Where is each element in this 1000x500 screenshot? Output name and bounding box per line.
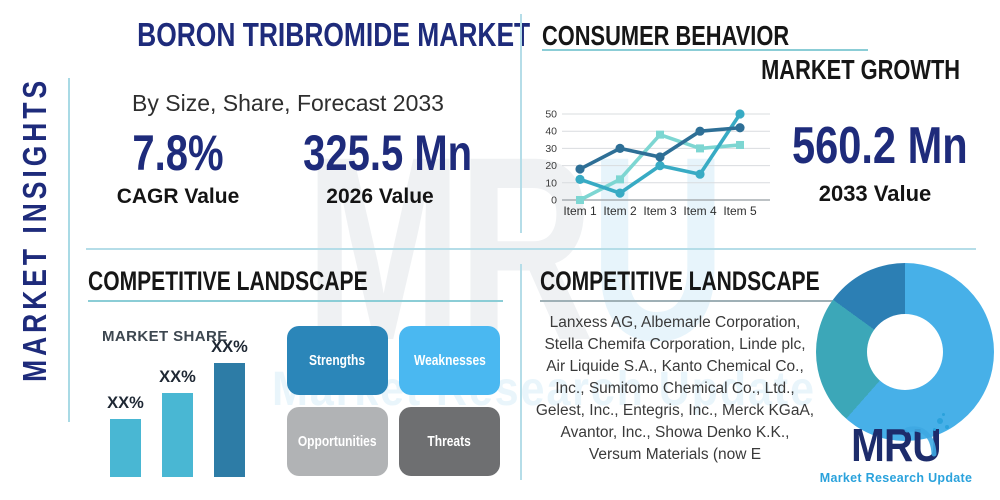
svg-text:Item 4: Item 4 [683,204,717,218]
company-list-line: Lanxess AG, Albemarle Corporation, [549,314,801,331]
sidebar-vertical-title: MARKET INSIGHTS [16,76,53,382]
cagr-value: 7.8% [132,125,224,181]
value-2033: 560.2 Mn [791,117,968,175]
competitive-landscape-left-heading: COMPETITIVE LANDSCAPE [88,266,368,296]
consumer-behavior-heading: CONSUMER BEHAVIOR [542,20,790,51]
market-share-label: MARKET SHARE [102,328,228,345]
competitive-landscape-right-heading: COMPETITIVE LANDSCAPE [540,266,820,296]
svg-text:XX%: XX% [159,368,196,386]
stat-cagr: 7.8% CAGR Value [100,126,256,209]
svg-text:50: 50 [545,109,557,121]
market-growth-heading: MARKET GROWTH [761,54,960,85]
stat-2033-value: 560.2 Mn 2033 Value [770,117,980,207]
page-title: BORON TRIBROMIDE MARKET [137,16,531,53]
svg-text:Item 5: Item 5 [723,204,757,218]
page-subtitle: By Size, Share, Forecast 2033 [132,90,444,116]
swot-strengths-box: Strengths [287,326,388,395]
company-list-line: Avantor, Inc., Showa Denko K.K., [560,424,790,441]
svg-text:30: 30 [545,143,557,155]
value-2033-label: 2033 Value [818,181,932,207]
logo-bubble-icon [945,425,949,429]
swot-grid: Strengths Weaknesses Opportunities Threa… [287,326,500,476]
svg-text:XX%: XX% [211,338,248,356]
company-list: Lanxess AG, Albemarle Corporation, Stella… [528,312,822,466]
swot-weaknesses-box: Weaknesses [399,326,500,395]
market-share-donut-chart [816,263,994,441]
company-list-line: Stella Chemifa Corporation, Linde plc, [544,336,806,353]
svg-text:20: 20 [545,160,557,172]
vertical-divider-line-top [520,14,522,233]
swot-threats-box: Threats [399,407,500,476]
svg-text:Item 2: Item 2 [603,204,637,218]
logo-bubble-icon [933,428,936,431]
logo-bubble-icon [937,418,943,424]
mru-logo: MRU Market Research Update [811,413,981,485]
competitive-landscape-right-underline [540,300,870,302]
donut-hole [867,314,943,390]
svg-text:40: 40 [545,126,557,138]
market-share-bar-chart: XX% XX% XX% [107,338,248,477]
value-2026-label: 2026 Value [326,185,434,208]
svg-text:0: 0 [551,195,557,207]
company-list-line: Inc., Sumitomo Chemical Co., Ltd., [555,380,795,397]
sidebar-divider-line [68,78,70,422]
svg-text:XX%: XX% [107,394,144,412]
company-list-line: Versum Materials (now E [588,446,762,463]
vertical-divider-line-bottom [520,264,522,480]
svg-text:Item 1: Item 1 [563,204,597,218]
market-growth-line-chart: 0 10 20 30 40 50 Item 1 Item 2 Item 3 Item 4 Item … [545,109,770,218]
cagr-label: CAGR Value [116,185,240,208]
horizontal-divider-line [86,248,976,250]
mru-logo-text: MRU [851,419,941,471]
competitive-landscape-left-underline [88,300,503,302]
company-list-line: Air Liquide S.A., Kanto Chemical Co., [546,358,804,375]
stat-2026-value: 325.5 Mn 2026 Value [282,126,478,209]
swot-opportunities-box: Opportunities [287,407,388,476]
logo-bubble-icon [942,413,945,416]
svg-text:Item 3: Item 3 [643,204,677,218]
svg-text:10: 10 [545,177,557,189]
company-list-line: Gelest, Inc., Entegris, Inc., Merck KGaA… [535,402,815,419]
mru-logo-tagline: Market Research Update [819,471,973,485]
logo-swoosh-icon [904,426,937,457]
value-2026: 325.5 Mn [303,125,473,181]
consumer-behavior-underline [542,49,868,51]
